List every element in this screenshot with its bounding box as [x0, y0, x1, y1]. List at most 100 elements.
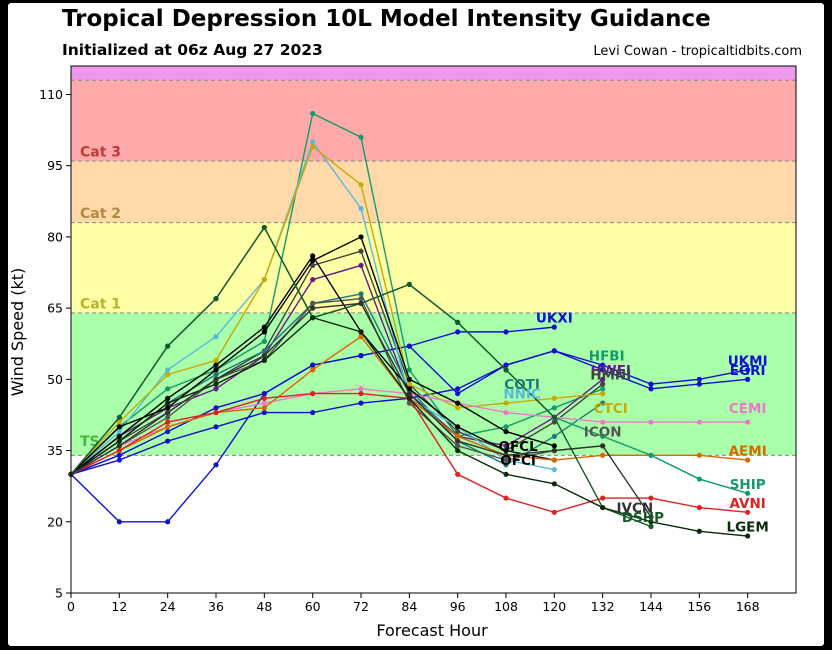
- data-point-aemi: [261, 405, 267, 411]
- data-point-ofcl: [406, 376, 412, 382]
- data-point-cemi: [503, 409, 509, 416]
- data-point-ofcl: [261, 329, 267, 335]
- data-point-coti: [600, 400, 606, 406]
- data-point-ivcn: [358, 300, 364, 306]
- data-point-aemi: [551, 457, 557, 463]
- data-point-dshp: [213, 296, 219, 302]
- data-point-avni: [503, 495, 509, 501]
- data-point-avni: [310, 390, 316, 397]
- data-point-ctci: [551, 395, 557, 401]
- data-point-cemi: [600, 419, 606, 425]
- x-tick-label: 120: [542, 599, 566, 614]
- data-point-cemi: [261, 400, 267, 406]
- series-label-ship: SHIP: [730, 477, 766, 493]
- data-point-cemi: [648, 419, 654, 425]
- data-point-ivcn: [165, 409, 171, 416]
- data-point-avni: [213, 409, 219, 416]
- y-tick-label: 95: [47, 158, 63, 173]
- data-point-ukmi: [696, 376, 702, 382]
- data-point-cemi: [696, 419, 702, 425]
- data-point-hfbi: [551, 405, 557, 411]
- band-ts: [71, 312, 796, 456]
- data-point-ofci: [261, 324, 267, 330]
- data-point-ctci: [310, 144, 316, 150]
- series-label-ofcl: OFCL: [498, 439, 538, 455]
- data-point-ukmi: [165, 519, 171, 525]
- data-point-hfbi: [406, 367, 412, 373]
- data-point-ofci: [455, 424, 461, 430]
- data-point-cemi: [745, 419, 751, 425]
- data-point-ofcl: [503, 428, 509, 435]
- series-label-cemi: CEMI: [729, 401, 767, 417]
- x-tick-label: 96: [450, 599, 466, 614]
- data-point-egri: [503, 362, 509, 368]
- data-point-lgem: [213, 381, 219, 387]
- data-point-dshp: [551, 414, 557, 420]
- data-point-ofcl: [455, 400, 461, 406]
- data-point-lgem: [745, 533, 751, 539]
- data-point-lgem: [455, 447, 461, 454]
- data-point-ship: [745, 490, 751, 496]
- data-point-aemi: [600, 452, 606, 458]
- data-point-ivcn: [600, 443, 606, 449]
- data-point-ctci: [116, 419, 122, 425]
- x-tick-label: 132: [591, 599, 615, 614]
- x-tick-label: 108: [494, 599, 518, 614]
- chart-subtitle: Initialized at 06z Aug 27 2023: [62, 41, 323, 59]
- data-point-ukmi: [745, 367, 751, 373]
- band-cat-3: [71, 80, 796, 161]
- data-point-ivcn: [310, 305, 316, 311]
- data-point-ship: [600, 433, 606, 439]
- data-point-avni: [116, 447, 122, 454]
- data-point-ukmi: [213, 462, 219, 468]
- data-point-nnic: [165, 367, 171, 373]
- data-point-ofci: [503, 447, 509, 454]
- data-point-ivcn: [406, 390, 412, 397]
- x-tick-label: 24: [160, 599, 176, 614]
- data-point-avni: [696, 504, 702, 511]
- data-point-ukmi: [261, 390, 267, 397]
- data-point-hmni: [358, 248, 364, 254]
- data-point-ukxi: [455, 329, 461, 335]
- data-point-hwfi: [503, 443, 509, 449]
- data-point-coti: [503, 462, 509, 468]
- data-point-dshp: [648, 523, 654, 530]
- data-point-coti: [358, 291, 364, 297]
- data-point-hmni: [600, 381, 606, 387]
- data-point-egri: [165, 438, 171, 444]
- data-point-icon: [406, 400, 412, 406]
- series-label-avni: AVNI: [730, 496, 766, 512]
- band-cat-1: [71, 222, 796, 313]
- band-cat-2: [71, 160, 796, 223]
- series-line-icon: [70, 297, 603, 475]
- data-point-ukmi: [116, 519, 122, 525]
- data-point-lgem: [116, 438, 122, 444]
- data-point-avni: [745, 509, 751, 515]
- series-line-hwfi: [70, 264, 604, 475]
- data-point-lgem: [503, 471, 509, 477]
- data-point-egri: [455, 386, 461, 392]
- data-point-avni: [551, 509, 557, 515]
- data-point-nnic: [213, 334, 219, 340]
- data-point-ukxi: [213, 405, 219, 411]
- data-point-ofcl: [551, 443, 557, 449]
- series-label-ofci: OFCI: [500, 453, 536, 469]
- data-point-aemi: [165, 424, 171, 430]
- data-point-lgem: [358, 329, 364, 335]
- data-point-coti: [261, 348, 267, 354]
- x-tick-label: 0: [67, 599, 75, 614]
- data-point-ofci: [165, 395, 171, 401]
- data-point-icon: [503, 457, 509, 463]
- data-point-ukxi: [165, 428, 171, 435]
- data-point-coti: [551, 433, 557, 439]
- data-point-hfbi: [261, 338, 267, 344]
- data-point-egri: [213, 424, 219, 430]
- data-point-ukmi: [310, 362, 316, 368]
- data-point-icon: [455, 443, 461, 449]
- data-point-hwfi: [358, 262, 364, 269]
- series-line-ctci: [70, 145, 603, 475]
- y-axis-label: Wind Speed (kt): [8, 268, 27, 397]
- data-point-aemi: [455, 433, 461, 439]
- data-point-avni: [261, 395, 267, 401]
- data-point-ctci: [406, 381, 412, 387]
